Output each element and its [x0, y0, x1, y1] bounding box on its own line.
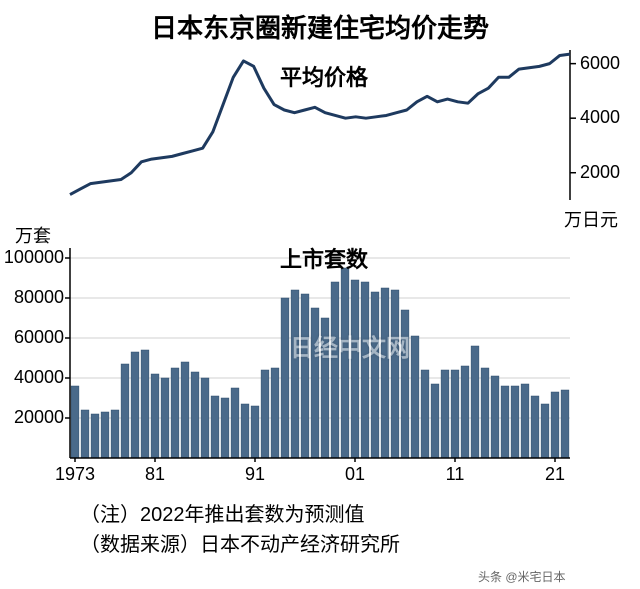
footnote-2: （数据来源）日本不动产经济研究所 [80, 528, 400, 557]
bar-ytick: 80000 [2, 287, 64, 308]
units-bar-chart [64, 248, 576, 462]
bar-xtick: 81 [130, 464, 180, 485]
bar-xtick: 1973 [50, 464, 100, 485]
line-ytick: 6000 [580, 53, 620, 74]
bar-ytick: 100000 [2, 247, 64, 268]
line-ytick: 2000 [580, 162, 620, 183]
line-ytick: 4000 [580, 107, 620, 128]
chart-container: 日本东京圈新建住宅均价走势 平均价格 万日元 上市套数 万套 （注）2022年推… [0, 0, 640, 589]
bar-ytick: 60000 [2, 327, 64, 348]
footnote-1: （注）2022年推出套数为预测值 [80, 498, 365, 527]
source-tag: 头条 @米宅日本 [478, 568, 566, 585]
bar-xtick: 91 [230, 464, 280, 485]
line-chart-y-label: 万日元 [564, 206, 618, 232]
chart-title: 日本东京圈新建住宅均价走势 [0, 8, 640, 45]
bar-xtick: 01 [330, 464, 380, 485]
bar-chart-y-label: 万套 [15, 222, 51, 248]
bar-xtick: 21 [530, 464, 580, 485]
bar-ytick: 40000 [2, 367, 64, 388]
bar-ytick: 20000 [2, 407, 64, 428]
line-chart-subtitle: 平均价格 [280, 60, 368, 92]
bar-chart-subtitle: 上市套数 [280, 242, 368, 274]
bar-xtick: 11 [430, 464, 480, 485]
